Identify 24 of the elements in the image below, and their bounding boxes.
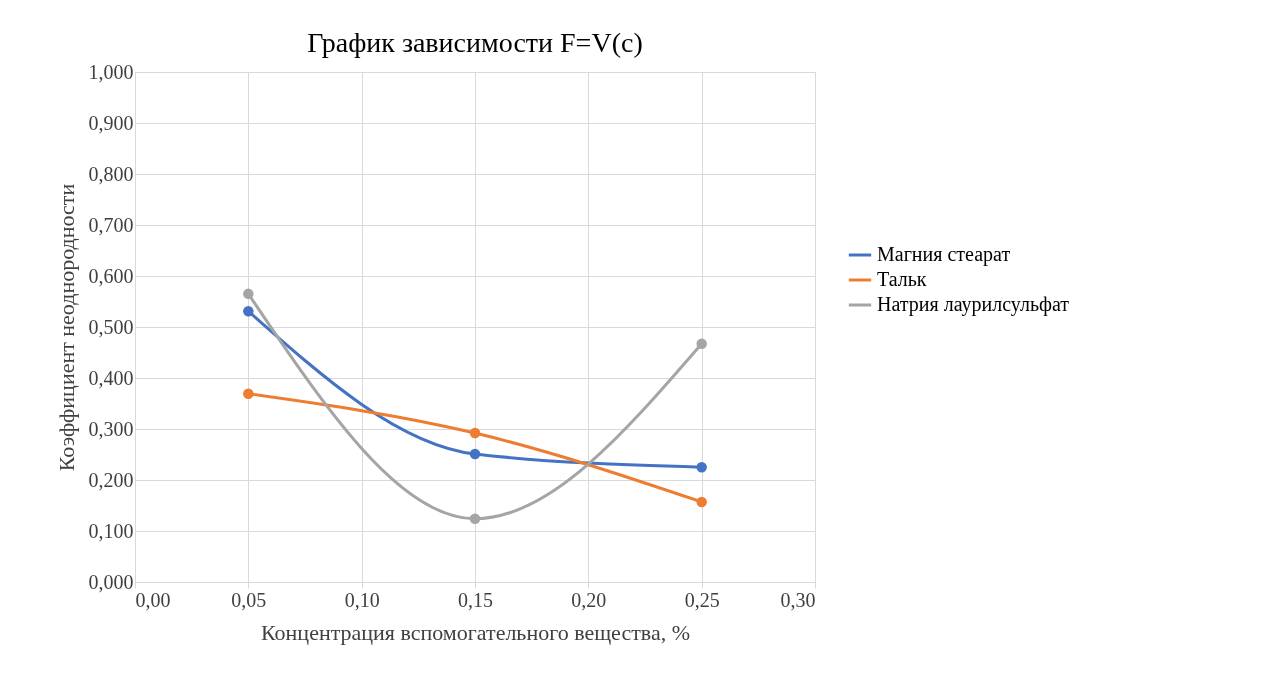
x-tick-label: 0,20 <box>571 588 607 611</box>
x-axis-title: Концентрация вспомогательного вещества, % <box>261 619 690 645</box>
x-tick-label: 0,00 <box>135 588 171 611</box>
x-tick-label: 0,30 <box>780 588 816 611</box>
y-tick-label: 0,000 <box>88 570 134 593</box>
y-tick-label: 0,900 <box>88 111 134 134</box>
chart-title: График зависимости F=V(c) <box>307 27 643 58</box>
y-tick-label: 0,300 <box>88 417 134 440</box>
y-tick-label: 1,000 <box>88 60 134 83</box>
x-tick-label: 0,05 <box>231 588 267 611</box>
x-tick-label: 0,10 <box>344 588 380 611</box>
y-tick-label: 0,400 <box>88 366 134 389</box>
y-tick-label: 0,700 <box>88 213 134 236</box>
legend-label: Натрия лаурилсульфат <box>877 293 1070 316</box>
x-tick-label: 0,25 <box>684 588 720 611</box>
y-tick-label: 0,800 <box>88 162 134 185</box>
legend-label: Магния стеарат <box>877 243 1011 266</box>
y-tick-label: 0,100 <box>88 519 134 542</box>
y-tick-label: 0,500 <box>88 315 134 338</box>
y-axis-title: Коэффициент неоднородности <box>53 183 79 472</box>
y-tick-label: 0,600 <box>88 264 134 287</box>
y-tick-label: 0,200 <box>88 468 134 491</box>
legend-label: Тальк <box>877 268 927 290</box>
x-tick-label: 0,15 <box>458 588 493 611</box>
